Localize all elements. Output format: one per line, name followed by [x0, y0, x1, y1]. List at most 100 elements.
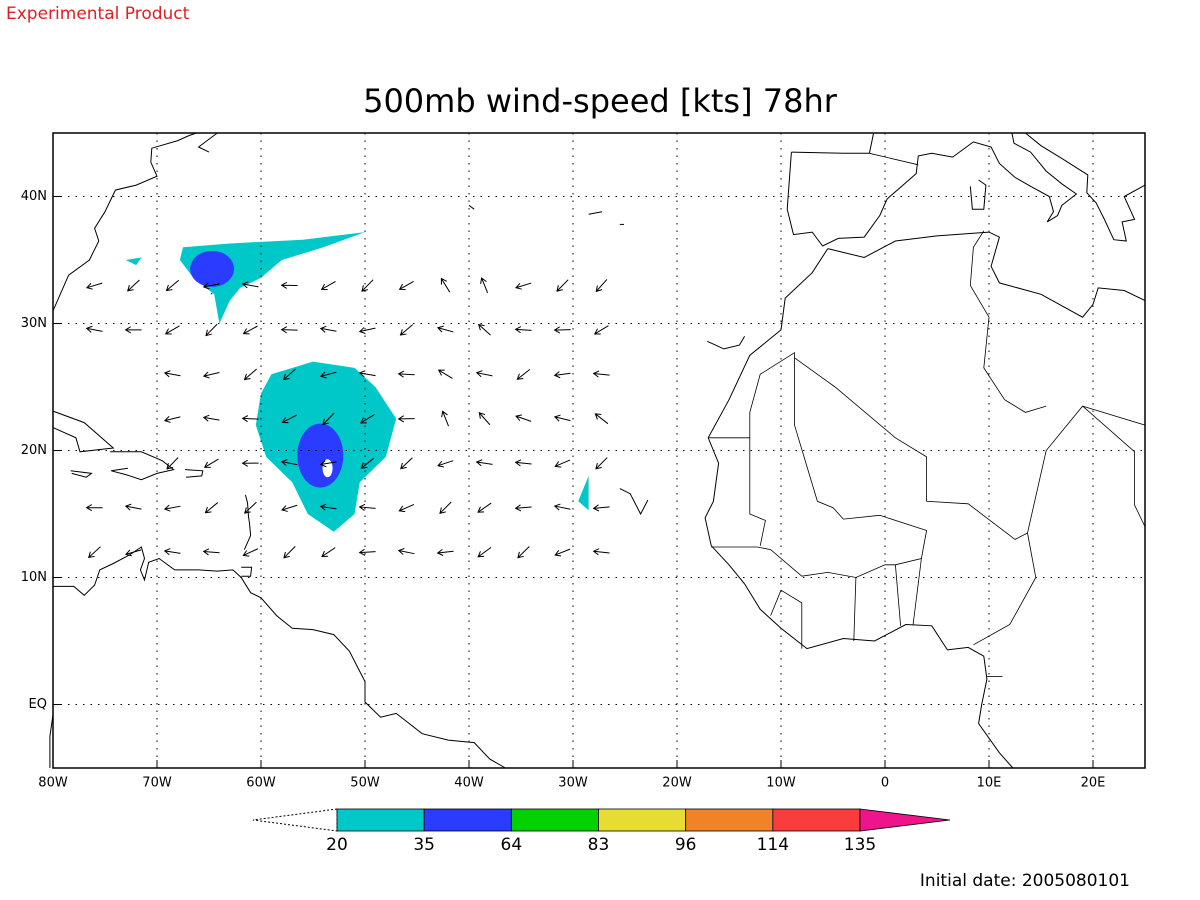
coastline	[1025, 132, 1146, 242]
wind-arrow	[320, 281, 336, 291]
colorbar-label: 35	[413, 835, 435, 855]
wind-arrow	[514, 326, 532, 334]
x-tick-label: 70W	[142, 776, 172, 791]
wind-arrow	[319, 460, 337, 468]
wind-arrow	[441, 410, 450, 427]
wind-arrow	[553, 326, 571, 334]
wind-arrow	[124, 326, 142, 334]
wind-arrow	[319, 503, 337, 511]
y-tick-label: 30N	[21, 316, 47, 331]
header-label: Experimental Product	[6, 4, 190, 24]
wind-arrow	[243, 368, 257, 381]
border	[749, 437, 766, 546]
footer-label: Initial date: 2005080101	[920, 871, 1130, 891]
wind-arrow	[398, 281, 414, 290]
wind-arrow	[205, 323, 218, 337]
wind-arrow	[203, 458, 219, 468]
coastline	[185, 469, 204, 478]
wind-arrow	[553, 414, 571, 422]
wind-arrow	[437, 460, 454, 468]
wind-arrow	[202, 548, 220, 556]
coastline	[52, 410, 115, 453]
shade-region	[578, 475, 589, 511]
wind-arrow	[87, 546, 101, 559]
wind-arrow	[594, 413, 609, 425]
wind-arrow	[515, 282, 532, 290]
wind-arrow	[515, 414, 532, 422]
wind-arrow	[244, 501, 257, 514]
colorbar-label: 20	[326, 835, 348, 855]
wind-arrow	[358, 548, 376, 556]
colorbar: 20 35 64 83 96 114 135	[252, 808, 951, 855]
shade-region	[297, 423, 344, 488]
colorbar-box	[336, 808, 425, 832]
wind-arrow	[241, 415, 259, 423]
wind-arrow	[480, 277, 489, 294]
wind-arrow	[440, 277, 451, 293]
wind-arrow	[163, 548, 181, 556]
wind-arrow	[439, 501, 452, 515]
wind-arrow	[319, 325, 337, 333]
coastline	[619, 488, 649, 516]
colorbar-label: 96	[675, 835, 697, 855]
wind-arrow	[516, 368, 531, 380]
colorbar-label: 83	[588, 835, 610, 855]
coastline	[241, 566, 253, 577]
coastline	[70, 470, 93, 478]
coastline	[969, 179, 987, 210]
wind-arrow	[595, 279, 608, 293]
wind-arrow	[280, 459, 298, 467]
wind-arrow	[165, 279, 180, 292]
wind-arrow	[595, 457, 608, 470]
wind-arrow	[241, 459, 259, 467]
wind-arrow	[241, 281, 259, 289]
wind-arrow	[478, 412, 491, 426]
wind-arrow	[204, 502, 219, 514]
coastline	[704, 248, 1014, 769]
wind-arrow	[86, 282, 103, 290]
colorbar-over	[859, 808, 951, 832]
wind-arrow	[282, 368, 296, 381]
wind-arrow	[437, 369, 453, 379]
wind-arrow	[127, 279, 140, 292]
wind-arrow	[514, 504, 532, 512]
wind-shading	[125, 232, 589, 532]
shade-region	[179, 232, 365, 324]
y-tick-label: EQ	[29, 697, 47, 712]
y-tick-label: 10N	[21, 570, 47, 585]
wind-arrow	[322, 412, 335, 426]
y-tick-label: 20N	[21, 443, 47, 458]
coastline	[468, 204, 475, 210]
map-frame	[52, 132, 1146, 769]
border	[912, 558, 922, 625]
border	[711, 357, 928, 578]
wind-arrow	[359, 414, 375, 424]
wind-arrow	[554, 459, 571, 468]
wind-arrow	[477, 323, 491, 336]
border	[853, 577, 857, 642]
x-tick-label: 0	[881, 776, 889, 791]
coastline	[210, 292, 213, 295]
wind-arrow	[280, 326, 298, 334]
coastline	[243, 494, 252, 550]
wind-arrow	[436, 548, 454, 556]
map-title: 500mb wind-speed [kts] 78hr	[363, 82, 838, 120]
wind-arrow	[163, 416, 181, 423]
wind-arrow	[436, 325, 454, 333]
wind-vectors	[85, 277, 610, 559]
x-tick-label: 10E	[977, 776, 1002, 791]
wind-arrow	[514, 459, 532, 467]
y-tick-label: 40N	[21, 189, 47, 204]
coastline	[827, 231, 1146, 318]
coastline	[197, 132, 218, 153]
coastline	[791, 132, 875, 154]
border	[708, 351, 1146, 540]
wind-arrow	[397, 415, 415, 423]
wind-arrow	[281, 414, 297, 424]
wind-arrow	[202, 371, 220, 379]
colorbar-label: 135	[844, 835, 876, 855]
wind-arrow	[283, 546, 296, 559]
colorbar-box	[423, 808, 512, 832]
coastline	[110, 451, 175, 481]
